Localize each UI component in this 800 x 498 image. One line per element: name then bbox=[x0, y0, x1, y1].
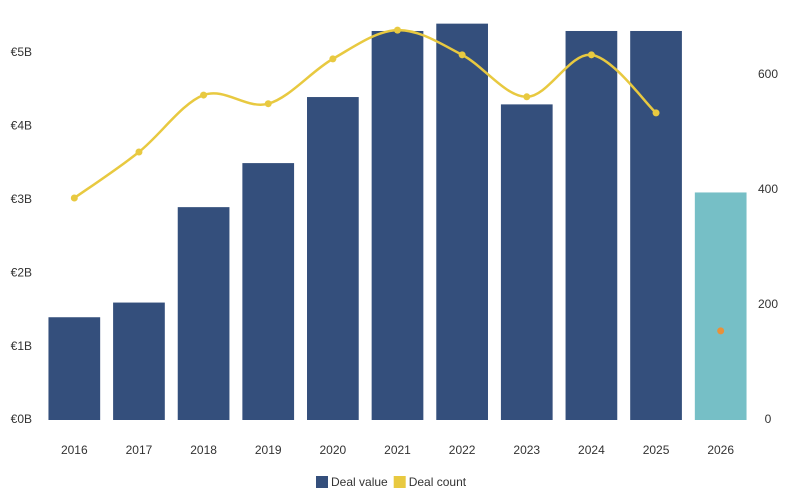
point bbox=[587, 51, 595, 59]
legend-swatch bbox=[393, 476, 406, 488]
x-tick-label: 2019 bbox=[255, 443, 282, 457]
x-tick-label: 2025 bbox=[643, 443, 670, 457]
bar bbox=[242, 163, 295, 420]
legend-label: Deal count bbox=[409, 475, 467, 489]
point bbox=[652, 109, 660, 117]
x-tick-label: 2021 bbox=[384, 443, 411, 457]
y2-tick-label: 400 bbox=[758, 182, 778, 196]
bar bbox=[307, 97, 359, 420]
x-tick-label: 2026 bbox=[707, 443, 734, 457]
legend-swatch bbox=[316, 476, 328, 488]
point bbox=[200, 91, 208, 99]
bar bbox=[177, 207, 230, 420]
bar bbox=[565, 30, 618, 420]
bar bbox=[630, 30, 682, 420]
y-tick-label: €1B bbox=[11, 339, 32, 353]
point bbox=[329, 55, 337, 63]
y-tick-label: €0B bbox=[11, 412, 32, 426]
point bbox=[135, 148, 143, 156]
x-tick-label: 2020 bbox=[320, 443, 347, 457]
point bbox=[523, 93, 531, 101]
bar bbox=[500, 104, 553, 420]
point bbox=[70, 194, 78, 202]
bar bbox=[113, 302, 165, 420]
x-tick-label: 2018 bbox=[190, 443, 217, 457]
y-tick-label: €3B bbox=[11, 192, 32, 206]
line bbox=[73, 28, 657, 200]
x-tick-label: 2017 bbox=[126, 443, 153, 457]
legend-label: Deal value bbox=[331, 475, 388, 489]
x-tick-label: 2016 bbox=[61, 443, 88, 457]
point bbox=[394, 26, 401, 34]
point bbox=[264, 100, 272, 108]
x-tick-label: 2024 bbox=[578, 443, 605, 457]
y-tick-label: €5B bbox=[11, 45, 32, 59]
point bbox=[458, 51, 466, 59]
bar bbox=[371, 30, 424, 420]
bar bbox=[694, 192, 747, 420]
y-tick-label: €2B bbox=[11, 265, 32, 279]
y2-tick-label: 200 bbox=[758, 297, 778, 311]
x-tick-label: 2023 bbox=[513, 443, 540, 457]
bar bbox=[436, 23, 488, 420]
y2-tick-label: 0 bbox=[765, 412, 772, 426]
y2-tick-label: 600 bbox=[758, 67, 778, 81]
y-tick-label: €4B bbox=[11, 119, 32, 133]
bar bbox=[48, 317, 101, 420]
point bbox=[717, 327, 725, 335]
x-tick-label: 2022 bbox=[449, 443, 476, 457]
